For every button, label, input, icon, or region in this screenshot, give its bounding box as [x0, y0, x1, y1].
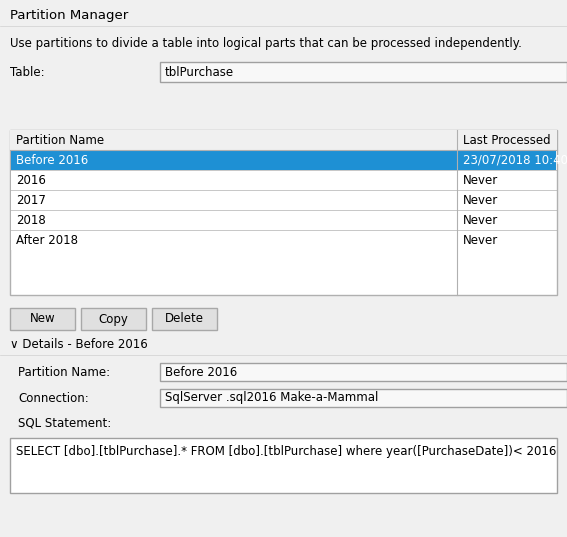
- Text: 2016: 2016: [16, 173, 46, 186]
- Text: 2018: 2018: [16, 214, 46, 227]
- Text: Copy: Copy: [99, 313, 129, 325]
- Text: Table:: Table:: [10, 66, 45, 78]
- Bar: [160, 389, 567, 407]
- Text: Connection:: Connection:: [18, 391, 89, 404]
- Bar: [10, 130, 557, 295]
- Bar: [11, 170, 556, 190]
- Bar: [152, 308, 217, 330]
- Text: Before 2016: Before 2016: [165, 366, 237, 379]
- Text: SqlServer .sql2016 Make-a-Mammal: SqlServer .sql2016 Make-a-Mammal: [165, 391, 378, 404]
- Text: Partition Name: Partition Name: [16, 134, 104, 147]
- Bar: [10, 438, 557, 493]
- Bar: [10, 308, 75, 330]
- Bar: [11, 190, 556, 210]
- Text: tblPurchase: tblPurchase: [165, 66, 234, 78]
- Text: 23/07/2018 10:40: 23/07/2018 10:40: [463, 154, 567, 166]
- Text: ∨ Details - Before 2016: ∨ Details - Before 2016: [10, 338, 148, 352]
- Text: Partition Name:: Partition Name:: [18, 366, 110, 379]
- Text: SELECT [dbo].[tblPurchase].* FROM [dbo].[tblPurchase] where year([PurchaseDate]): SELECT [dbo].[tblPurchase].* FROM [dbo].…: [16, 446, 556, 459]
- Text: Before 2016: Before 2016: [16, 154, 88, 166]
- Text: Partition Manager: Partition Manager: [10, 10, 128, 23]
- Bar: [160, 363, 567, 381]
- Bar: [11, 150, 556, 170]
- Text: Never: Never: [463, 234, 498, 246]
- Bar: [11, 210, 556, 230]
- Text: After 2018: After 2018: [16, 234, 78, 246]
- Bar: [11, 230, 556, 250]
- Text: Never: Never: [463, 173, 498, 186]
- Text: Delete: Delete: [165, 313, 204, 325]
- Bar: [160, 62, 567, 82]
- Text: 2017: 2017: [16, 193, 46, 207]
- Bar: [10, 130, 557, 150]
- Bar: [81, 308, 146, 330]
- Text: Last Processed: Last Processed: [463, 134, 551, 147]
- Text: Use partitions to divide a table into logical parts that can be processed indepe: Use partitions to divide a table into lo…: [10, 37, 522, 49]
- Text: SQL Statement:: SQL Statement:: [18, 417, 111, 430]
- Text: Never: Never: [463, 214, 498, 227]
- Text: New: New: [29, 313, 56, 325]
- Text: Never: Never: [463, 193, 498, 207]
